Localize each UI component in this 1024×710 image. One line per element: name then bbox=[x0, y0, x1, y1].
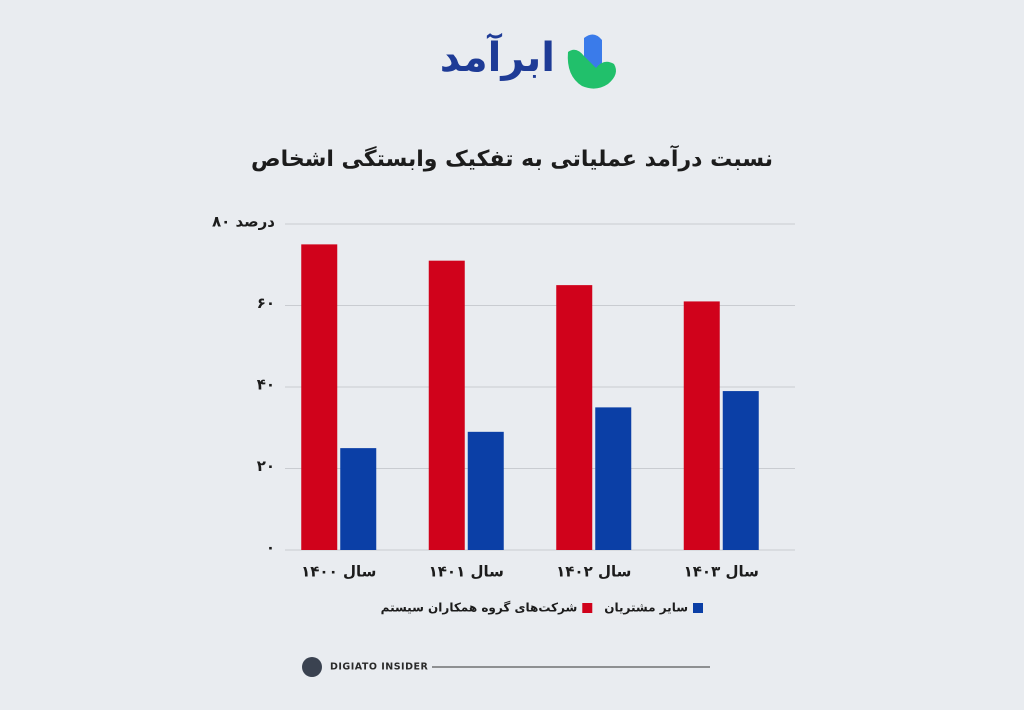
y-tick-label: ۸۰ درصد bbox=[212, 213, 275, 231]
footer-text: DIGIATO INSIDER bbox=[330, 662, 428, 673]
bar bbox=[301, 244, 338, 550]
x-tick-label: سال ۱۴۰۳ bbox=[684, 563, 759, 581]
y-tick-label: ۲۰ bbox=[257, 457, 275, 475]
legend-swatch bbox=[582, 603, 593, 613]
x-tick-label: سال ۱۴۰۱ bbox=[429, 563, 504, 581]
chart-title: نسبت درآمد عملیاتی به تفکیک وابستگی اشخا… bbox=[251, 144, 773, 172]
legend-swatch bbox=[693, 603, 703, 613]
logo-shape-green bbox=[567, 49, 616, 89]
logo-text: ابرآمد bbox=[440, 32, 555, 81]
bar bbox=[467, 431, 504, 550]
logo-icon bbox=[567, 34, 616, 89]
x-tick-label: سال ۱۴۰۰ bbox=[301, 563, 376, 581]
legend-label: شرکت‌های گروه همکاران سیستم bbox=[381, 601, 578, 616]
bar bbox=[340, 448, 377, 550]
y-tick-label: ۴۰ bbox=[257, 376, 275, 394]
bar bbox=[595, 407, 632, 550]
bar bbox=[556, 285, 593, 550]
footer: DIGIATO INSIDER bbox=[302, 657, 710, 677]
y-tick-label: ۰ bbox=[266, 539, 275, 557]
bar bbox=[683, 301, 720, 550]
footer-icon bbox=[302, 657, 322, 677]
y-tick-label: ۶۰ bbox=[257, 294, 275, 312]
bar bbox=[428, 260, 465, 550]
legend-label: سایر مشتریان bbox=[604, 601, 688, 615]
x-tick-label: سال ۱۴۰۲ bbox=[556, 563, 631, 581]
bar bbox=[722, 391, 759, 550]
